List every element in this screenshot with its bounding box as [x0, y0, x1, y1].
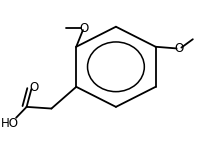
Text: O: O	[29, 80, 38, 94]
Text: O: O	[174, 42, 183, 55]
Text: HO: HO	[0, 117, 18, 130]
Text: O: O	[79, 22, 89, 35]
